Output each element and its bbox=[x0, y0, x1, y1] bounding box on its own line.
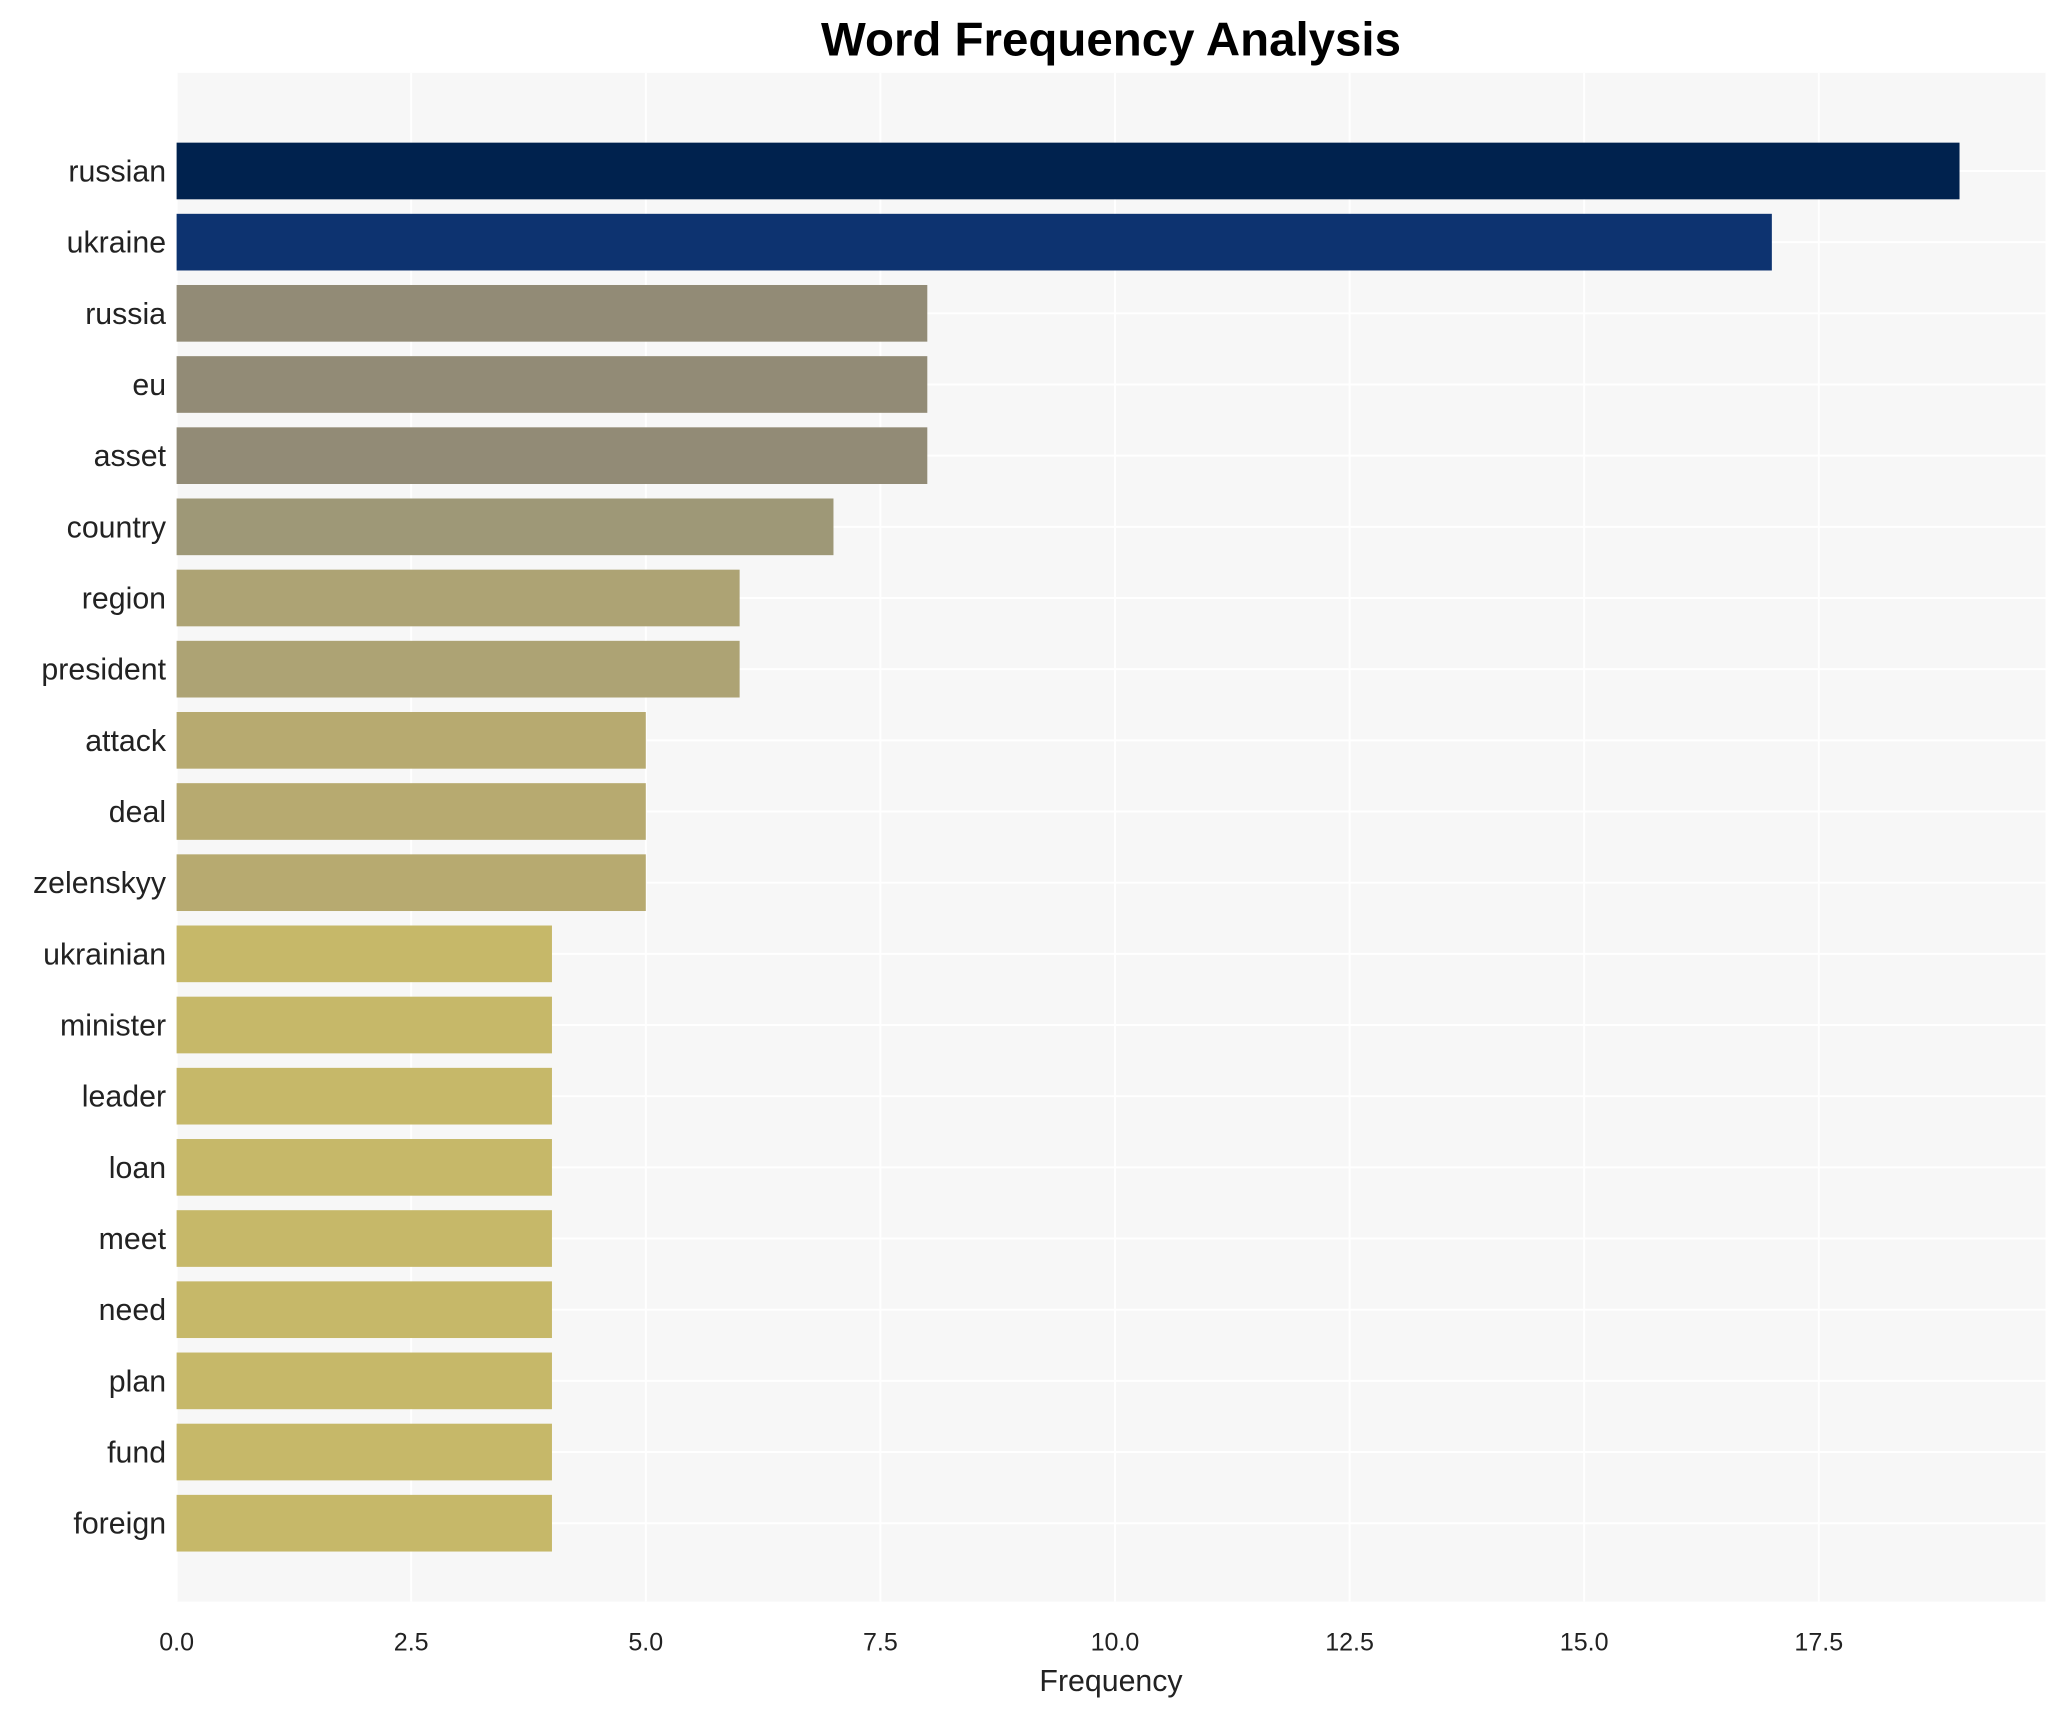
y-tick-label: leader bbox=[82, 1081, 166, 1114]
y-tick-label: need bbox=[99, 1294, 166, 1327]
x-tick-label: 5.0 bbox=[628, 1628, 663, 1656]
bar-deal bbox=[176, 783, 646, 840]
bar-plan bbox=[176, 1352, 552, 1410]
bar-meet bbox=[176, 1210, 552, 1267]
bar-need bbox=[176, 1281, 552, 1339]
x-tick-label: 15.0 bbox=[1560, 1628, 1609, 1656]
y-tick-label: country bbox=[67, 511, 167, 544]
y-tick-label: foreign bbox=[73, 1508, 166, 1541]
y-tick-label: region bbox=[82, 583, 166, 616]
bar-minister bbox=[176, 996, 552, 1054]
bar-president bbox=[176, 640, 740, 698]
bar-foreign bbox=[176, 1494, 552, 1552]
x-tick-label: 7.5 bbox=[863, 1628, 898, 1656]
bar-region bbox=[176, 569, 740, 627]
y-tick-label: asset bbox=[94, 440, 167, 473]
bar-asset bbox=[176, 427, 928, 484]
x-tick-label: 10.0 bbox=[1091, 1628, 1140, 1656]
y-tick-label: eu bbox=[132, 369, 166, 402]
x-tick-label: 2.5 bbox=[394, 1628, 429, 1656]
y-tick-label: russian bbox=[68, 156, 166, 189]
y-tick-label: president bbox=[41, 654, 166, 687]
y-tick-label: russia bbox=[85, 298, 166, 331]
chart-title: Word Frequency Analysis bbox=[821, 14, 1401, 67]
bar-zelenskyy bbox=[176, 854, 646, 912]
y-tick-label: ukraine bbox=[67, 227, 166, 260]
bar-eu bbox=[176, 356, 928, 413]
bar-country bbox=[176, 498, 834, 556]
y-tick-label: minister bbox=[60, 1010, 166, 1043]
y-tick-label: loan bbox=[109, 1152, 166, 1185]
bar-leader bbox=[176, 1067, 552, 1125]
bar-loan bbox=[176, 1139, 552, 1196]
y-tick-label: zelenskyy bbox=[33, 867, 167, 900]
bar-russia bbox=[176, 284, 928, 342]
y-tick-label: deal bbox=[109, 796, 166, 829]
y-tick-label: ukrainian bbox=[43, 938, 166, 971]
bar-fund bbox=[176, 1423, 552, 1481]
bar-attack bbox=[176, 712, 646, 769]
bar-ukraine bbox=[176, 213, 1772, 271]
x-tick-label: 17.5 bbox=[1794, 1628, 1843, 1656]
y-tick-label: attack bbox=[85, 725, 167, 758]
y-tick-label: fund bbox=[107, 1437, 166, 1470]
x-tick-label: 12.5 bbox=[1325, 1628, 1374, 1656]
y-tick-label: plan bbox=[109, 1365, 166, 1398]
bar-ukrainian bbox=[176, 925, 552, 983]
x-axis-label: Frequency bbox=[1039, 1665, 1183, 1698]
bar-russian bbox=[176, 142, 1960, 200]
x-tick-label: 0.0 bbox=[159, 1628, 194, 1656]
y-tick-label: meet bbox=[99, 1223, 167, 1256]
